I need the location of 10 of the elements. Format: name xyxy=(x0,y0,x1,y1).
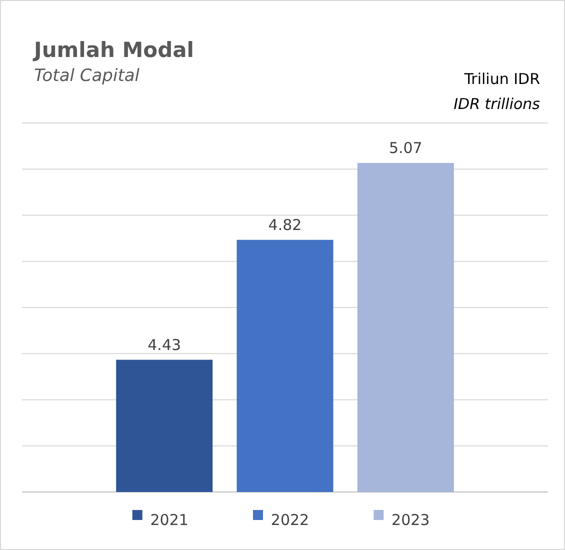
chart-title: Jumlah Modal xyxy=(32,38,194,62)
y-axis-title: Triliun IDR xyxy=(463,70,540,88)
data-label: 4.43 xyxy=(148,336,182,354)
data-label: 5.07 xyxy=(388,138,422,157)
x-tick-label: 2023 xyxy=(392,511,430,529)
x-tick-label: 2022 xyxy=(270,511,310,529)
chart-subtitle: Total Capital xyxy=(34,66,140,86)
data-label: 4.82 xyxy=(268,216,302,234)
text: IDR trillions xyxy=(454,95,540,113)
x-tick-label: 2021 xyxy=(150,511,188,529)
